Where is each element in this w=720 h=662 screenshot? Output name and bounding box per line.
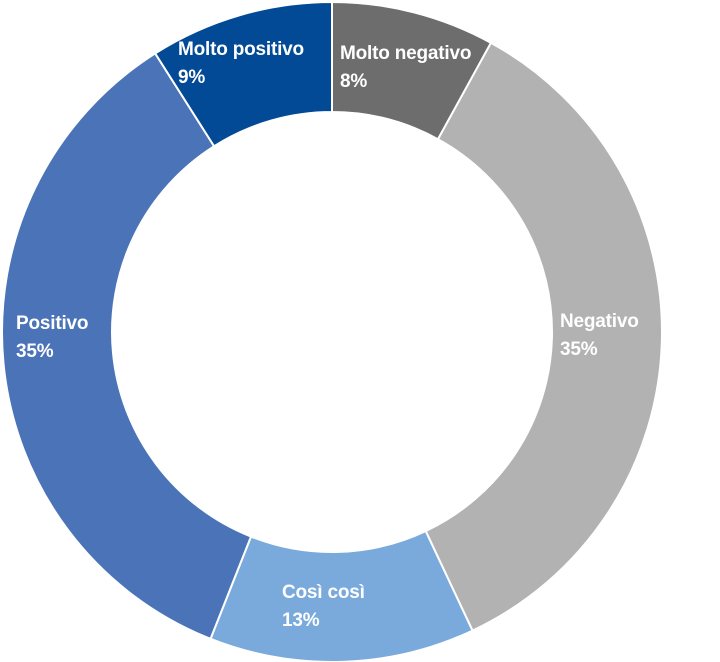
category-label: Molto positivo [178,39,304,60]
label-cosi-cosi: Così così 13% [282,579,365,635]
value-label: 8% [340,71,368,92]
category-label: Positivo [16,313,89,334]
value-label: 35% [16,341,54,362]
slice-molto-positivo [153,0,333,148]
slice-negativo [424,41,663,632]
label-positivo: Positivo 35% [16,310,89,366]
label-negativo: Negativo 35% [560,308,639,364]
category-label: Così così [282,582,365,603]
label-molto-positivo: Molto positivo 9% [178,36,304,92]
value-label: 9% [178,67,206,88]
value-label: 13% [282,610,320,631]
label-molto-negativo: Molto negativo 8% [340,40,471,96]
slice-positivo [1,51,253,641]
value-label: 35% [560,339,598,360]
category-label: Molto negativo [340,43,472,64]
category-label: Negativo [560,311,639,332]
